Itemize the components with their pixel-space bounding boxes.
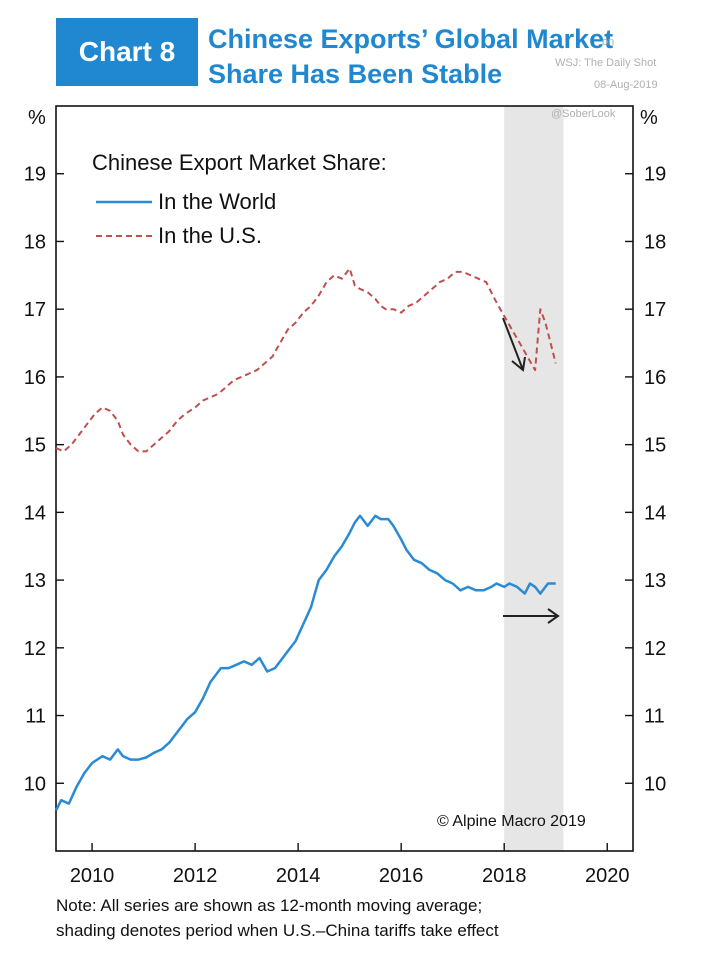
y-tick-label-left: 15 (24, 435, 46, 457)
y-tick-label-left: 16 (24, 367, 46, 389)
chart-note: Note: All series are shown as 12-month m… (56, 893, 499, 943)
watermark-line-2: WSJ: The Daily Shot (555, 57, 657, 69)
legend-title: Chinese Export Market Share: (92, 150, 387, 175)
y-tick-label-right: 18 (644, 231, 666, 253)
y-tick-label-left: 14 (24, 502, 46, 524)
tariff-shaded-region (504, 106, 564, 851)
y-tick-label-left: 12 (24, 638, 46, 660)
y-tick-label-left: 10 (24, 773, 46, 795)
x-tick-label: 2012 (173, 865, 218, 887)
y-tick-label-right: 10 (644, 773, 666, 795)
y-tick-label-right: 17 (644, 299, 666, 321)
y-tick-label-right: 12 (644, 638, 666, 660)
y-tick-label-left: 19 (24, 164, 46, 186)
chart-title-line-1: Chinese Exports’ Global Market (208, 24, 614, 54)
plot-frame (55, 105, 634, 852)
y-unit-left: % (28, 107, 46, 129)
x-tick-label: 2020 (585, 865, 630, 887)
y-tick-label-right: 13 (644, 570, 666, 592)
x-tick-label: 2016 (379, 865, 424, 887)
watermark-line-4: @SoberLook (551, 108, 616, 120)
watermark-line-1: on (602, 36, 615, 48)
chart-title: Chinese Exports’ Global Market Share Has… (208, 22, 613, 92)
chart-credit: © Alpine Macro 2019 (437, 813, 586, 830)
sideways-arrow-head (547, 608, 560, 624)
x-tick-label: 2014 (276, 865, 321, 887)
y-tick-label-right: 14 (644, 502, 666, 524)
y-tick-label-right: 16 (644, 367, 666, 389)
legend-label-world: In the World (158, 189, 276, 214)
y-tick-label-right: 15 (644, 435, 666, 457)
legend-label-us: In the U.S. (158, 223, 262, 248)
x-tick-label: 2018 (482, 865, 527, 887)
series-line-us (55, 267, 557, 453)
y-tick-label-right: 11 (644, 706, 665, 728)
chart-number-badge: Chart 8 (56, 18, 198, 86)
x-tick-label: 2010 (70, 865, 115, 887)
downward-arrow-head (511, 356, 526, 372)
note-line-1: Note: All series are shown as 12-month m… (56, 896, 483, 915)
y-tick-label-left: 18 (24, 231, 46, 253)
series-line-world (54, 514, 556, 811)
y-tick-label-left: 11 (25, 706, 46, 728)
y-tick-label-right: 19 (644, 164, 666, 186)
y-tick-label-left: 17 (24, 299, 46, 321)
y-tick-label-left: 13 (24, 570, 46, 592)
chart-title-line-2: Share Has Been Stable (208, 59, 503, 89)
y-unit-right: % (640, 107, 658, 129)
note-line-2: shading denotes period when U.S.–China t… (56, 921, 499, 940)
watermark-line-3: 08-Aug-2019 (594, 79, 658, 91)
downward-arrow-shaft (502, 317, 524, 371)
